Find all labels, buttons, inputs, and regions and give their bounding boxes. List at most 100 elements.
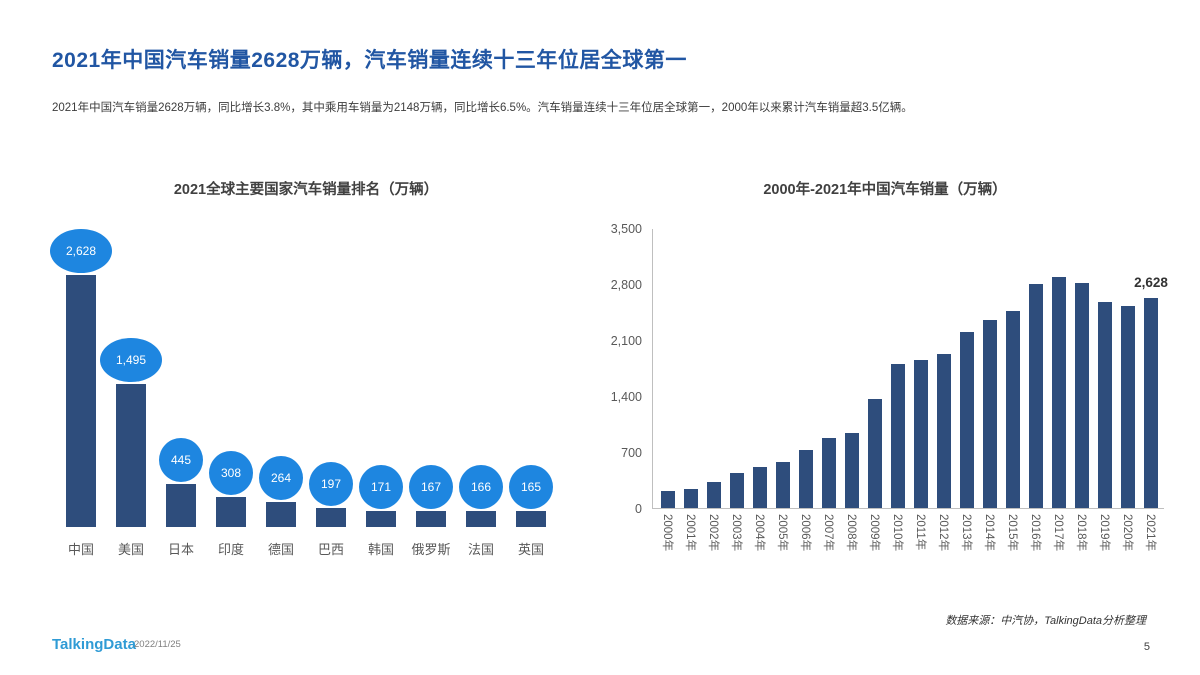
value-bubble: 2,628	[50, 229, 112, 273]
chart-global-ranking: 2021全球主要国家汽车销量排名（万辆） 2,628 中国 1,495 美国 445 日本…	[50, 178, 560, 576]
y-tick-label: 3,500	[610, 222, 642, 236]
x-tick-label: 2012年	[937, 514, 949, 552]
x-tick-label: 2014年	[983, 514, 995, 552]
trend-bar	[1144, 297, 1158, 508]
trend-bar-column	[845, 229, 859, 508]
trend-bar	[753, 467, 767, 508]
trend-plot: 3,500 2,800 2,100 1,400 700 0 2,628 2000年 2001…	[606, 222, 1168, 576]
y-tick-label: 2,800	[610, 278, 642, 292]
trend-bar-plot: 2,628	[652, 229, 1168, 509]
x-tick-label: 2010年	[891, 514, 903, 552]
x-tick-label: 2013年	[960, 514, 972, 552]
x-tick-label: 2021年	[1144, 514, 1156, 552]
ranking-bar	[166, 484, 196, 527]
trend-bar	[891, 363, 905, 508]
ranking-bar-column: 167 俄罗斯	[406, 225, 456, 558]
ranking-bar	[316, 508, 346, 527]
x-tick-label: 2009年	[868, 514, 880, 552]
x-tick-label: 2020年	[1121, 514, 1133, 552]
ranking-bar	[416, 511, 446, 527]
trend-bar-column	[868, 229, 882, 508]
y-tick-label: 2,100	[610, 334, 642, 348]
ranking-bar-column: 264 德国	[256, 225, 306, 558]
x-axis-labels: 2000年 2001年 2002年 2003年 2004年 2005年 2006年 2007年…	[652, 514, 1164, 576]
ranking-bar-plot: 2,628 中国 1,495 美国 445 日本 308 印度 264 德国 197 巴西 171 韩国 1…	[50, 225, 560, 558]
ranking-bar	[116, 384, 146, 527]
data-source-note: 数据来源：中汽协，TalkingData分析整理	[945, 615, 1146, 627]
ranking-bar-column: 445 日本	[156, 225, 206, 558]
country-label: 德国	[267, 542, 294, 557]
ranking-bar	[216, 497, 246, 527]
value-bubble: 308	[209, 451, 253, 495]
value-bubble: 167	[409, 465, 453, 509]
trend-bar-column	[937, 229, 951, 508]
ranking-bar	[366, 511, 396, 527]
x-tick-label: 2001年	[684, 514, 696, 552]
x-tick-label: 2016年	[1029, 514, 1041, 552]
trend-bar-column	[1029, 229, 1043, 508]
ranking-bar-column: 1,495 美国	[100, 225, 162, 558]
trend-bar-column	[1121, 229, 1135, 508]
charts-row: 2021全球主要国家汽车销量排名（万辆） 2,628 中国 1,495 美国 445 日本…	[50, 178, 1168, 576]
trend-bar-column: 2,628	[1134, 229, 1168, 508]
trend-bar	[776, 461, 790, 508]
chart-title-china-trend: 2000年-2021年中国汽车销量（万辆）	[763, 182, 1007, 198]
ranking-bar-column: 197 巴西	[306, 225, 356, 558]
ranking-bar	[266, 502, 296, 527]
value-bubble: 264	[259, 456, 303, 500]
trend-bar	[1075, 283, 1089, 508]
ranking-bar-column: 171 韩国	[356, 225, 406, 558]
trend-bar	[937, 353, 951, 508]
country-label: 美国	[117, 542, 144, 557]
trend-bar-column	[661, 229, 675, 508]
y-tick-label: 700	[621, 446, 642, 460]
ranking-bar-column: 165 英国	[506, 225, 556, 558]
trend-bar	[822, 437, 836, 508]
trend-bar	[960, 332, 974, 508]
chart-china-sales-trend: 2000年-2021年中国汽车销量（万辆） 3,500 2,800 2,100 1,4…	[606, 178, 1168, 576]
ranking-bar	[516, 511, 546, 527]
trend-bar-column	[730, 229, 744, 508]
trend-bar	[1098, 301, 1112, 508]
trend-bar	[661, 491, 675, 508]
trend-bar-column	[891, 229, 905, 508]
trend-bar-column	[1006, 229, 1020, 508]
talkingdata-logo: TalkingData	[52, 636, 136, 653]
x-tick-label: 2003年	[730, 514, 742, 552]
trend-bar-column	[822, 229, 836, 508]
x-tick-label: 2006年	[799, 514, 811, 552]
x-tick-label: 2007年	[822, 514, 834, 552]
ranking-bar-column: 166 法国	[456, 225, 506, 558]
trend-bar	[707, 482, 721, 508]
value-bubble: 197	[309, 462, 353, 506]
trend-bar	[983, 320, 997, 508]
x-tick-label: 2008年	[845, 514, 857, 552]
country-label: 法国	[467, 542, 494, 557]
y-axis: 3,500 2,800 2,100 1,400 700 0	[606, 222, 652, 516]
x-tick-label: 2015年	[1006, 514, 1018, 552]
value-bubble: 166	[459, 465, 503, 509]
trend-bar	[914, 359, 928, 508]
trend-bar-column	[684, 229, 698, 508]
country-label: 中国	[67, 542, 94, 557]
x-tick-label: 2019年	[1098, 514, 1110, 552]
trend-bar	[730, 472, 744, 508]
x-tick-label: 2018年	[1075, 514, 1087, 552]
trend-bar	[799, 450, 813, 508]
x-tick-label: 2002年	[707, 514, 719, 552]
chart-title-global-ranking: 2021全球主要国家汽车销量排名（万辆）	[173, 182, 439, 198]
x-tick-label: 2000年	[661, 514, 673, 552]
subtitle-text: 2021年中国汽车销量2628万辆，同比增长3.8%，其中乘用车销量为2148万…	[52, 102, 913, 114]
trend-bar-column	[753, 229, 767, 508]
value-bubble: 445	[159, 438, 203, 482]
x-tick-label: 2004年	[753, 514, 765, 552]
trend-bar-column	[914, 229, 928, 508]
trend-bar	[845, 433, 859, 508]
ranking-bar	[466, 511, 496, 527]
trend-bar-column	[983, 229, 997, 508]
last-bar-value-label: 2,628	[1134, 274, 1168, 290]
trend-bar-column	[960, 229, 974, 508]
x-tick-label: 2005年	[776, 514, 788, 552]
country-label: 韩国	[367, 542, 394, 557]
